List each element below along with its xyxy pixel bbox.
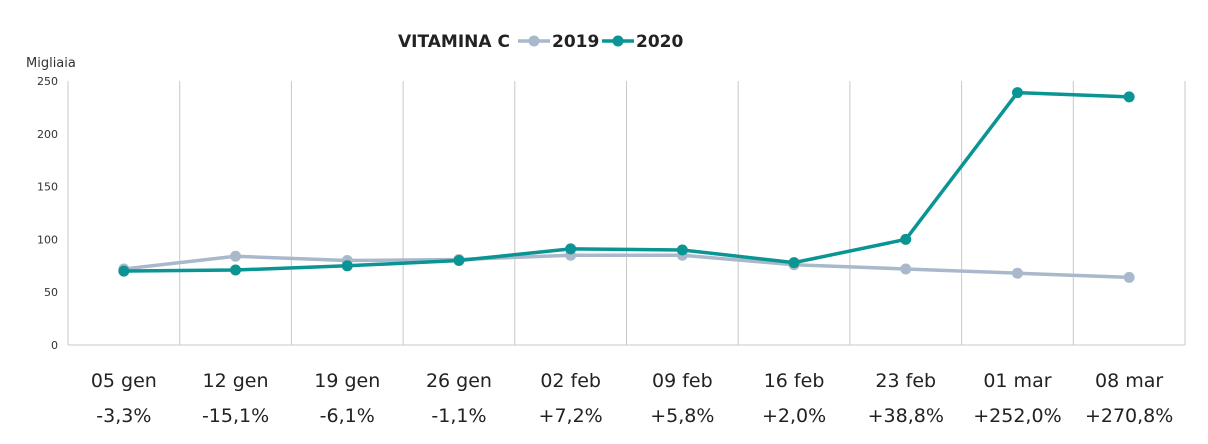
legend: VITAMINA C 2019 2020 <box>398 32 683 52</box>
data-point <box>230 264 242 276</box>
series-line <box>123 253 1130 280</box>
change-label: +5,8% <box>650 405 714 427</box>
y-tick-label: 150 <box>37 181 58 194</box>
change-label: +252,0% <box>973 405 1061 427</box>
series <box>118 87 1135 283</box>
x-tick-label: 23 feb <box>875 370 936 392</box>
data-point <box>1123 91 1135 103</box>
data-point <box>788 257 800 269</box>
legend-marker <box>612 35 624 47</box>
data-point <box>900 263 912 275</box>
change-label: -6,1% <box>320 405 375 427</box>
data-point <box>230 250 242 262</box>
x-tick-label: 26 gen <box>426 370 492 392</box>
data-point <box>1123 271 1135 283</box>
chart-title: VITAMINA C <box>398 32 510 52</box>
data-point <box>1011 267 1023 279</box>
x-tick-label: 02 feb <box>540 370 601 392</box>
legend-item-2019: 2019 <box>518 32 599 52</box>
y-axis-label: Migliaia <box>26 56 76 71</box>
change-label: -1,1% <box>431 405 486 427</box>
x-tick-label: 12 gen <box>203 370 269 392</box>
x-tick-label: 08 mar <box>1095 370 1163 392</box>
change-label: +38,8% <box>868 405 944 427</box>
legend-marker <box>528 35 540 47</box>
data-point <box>676 244 688 256</box>
change-label: -3,3% <box>96 405 151 427</box>
x-tick-label: 19 gen <box>314 370 380 392</box>
change-label: +270,8% <box>1085 405 1173 427</box>
data-point <box>1011 87 1023 99</box>
y-tick-labels: 0 50 100 150 200 250 <box>37 75 58 352</box>
legend-item-2020: 2020 <box>602 32 683 52</box>
x-tick-labels: 05 gen 12 gen 19 gen 26 gen 02 feb 09 feb 16 f… <box>91 370 1164 392</box>
x-tick-label: 09 feb <box>652 370 713 392</box>
x-tick-label: 05 gen <box>91 370 157 392</box>
y-tick-label: 250 <box>37 75 58 88</box>
legend-label: 2019 <box>552 32 599 52</box>
data-point <box>341 260 353 272</box>
change-label: +2,0% <box>762 405 826 427</box>
y-tick-label: 50 <box>44 286 58 299</box>
y-tick-label: 0 <box>51 339 58 352</box>
grid <box>67 81 1186 346</box>
y-tick-label: 200 <box>37 128 58 141</box>
data-point <box>453 255 465 267</box>
legend-label: 2020 <box>636 32 683 52</box>
change-labels: -3,3% -15,1% -6,1% -1,1% +7,2% +5,8% +2,0% +38,… <box>96 405 1173 427</box>
series-line <box>123 90 1130 273</box>
x-tick-label: 16 feb <box>764 370 825 392</box>
y-tick-label: 100 <box>37 233 58 246</box>
change-label: +7,2% <box>539 405 603 427</box>
series-2019 <box>118 249 1135 283</box>
data-point <box>118 265 130 277</box>
x-tick-label: 01 mar <box>983 370 1051 392</box>
data-point <box>900 233 912 245</box>
change-label: -15,1% <box>202 405 269 427</box>
data-point <box>565 243 577 255</box>
series-2020 <box>118 87 1135 277</box>
